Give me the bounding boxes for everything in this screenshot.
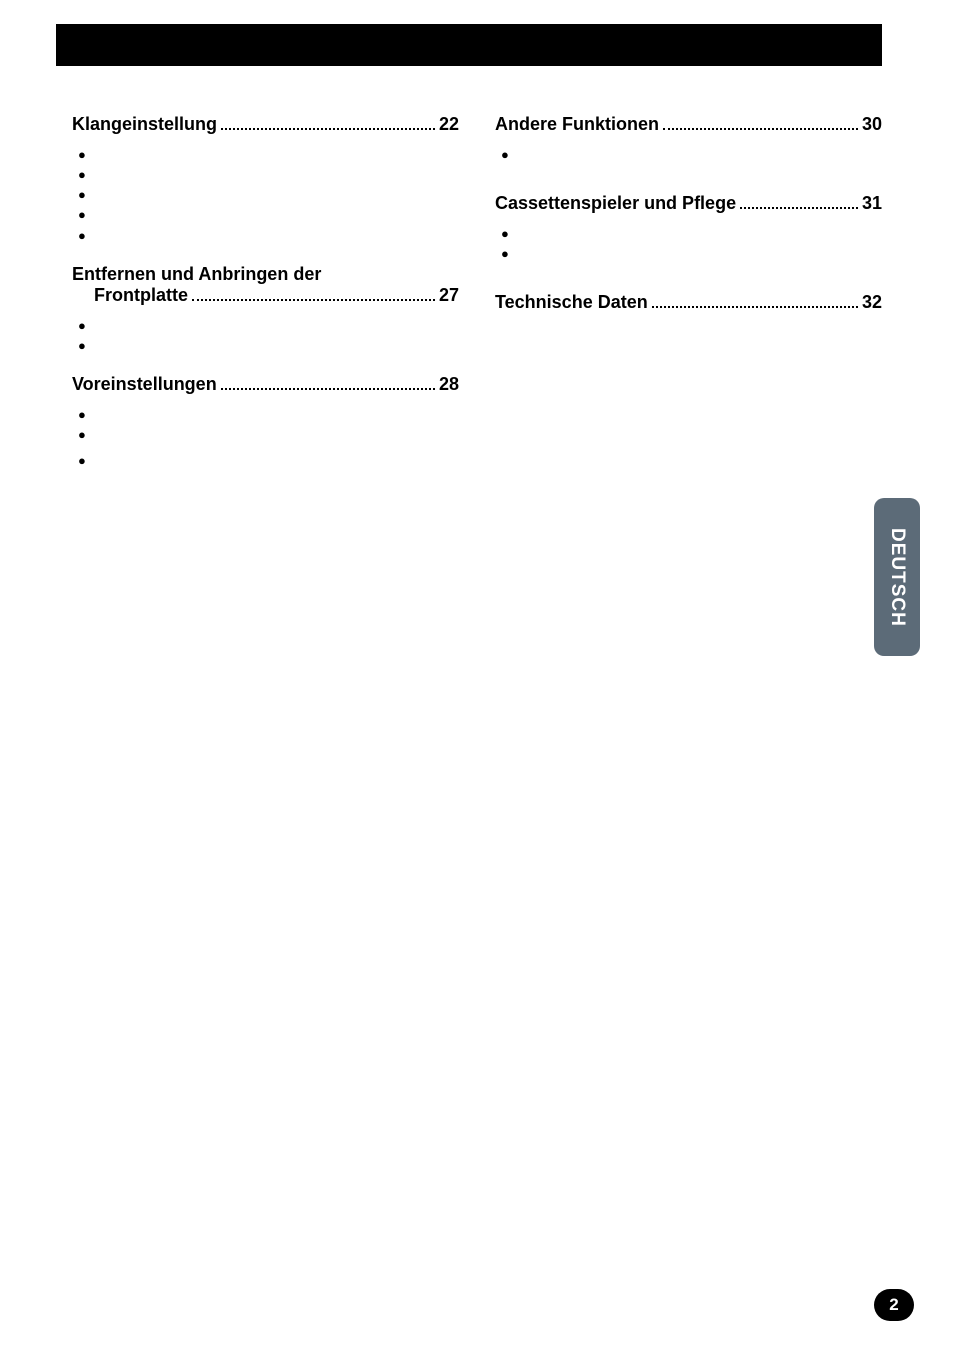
bullet-icon: ● <box>78 316 86 336</box>
toc-heading-page: 32 <box>862 292 882 313</box>
page-number-badge: 2 <box>874 1289 914 1321</box>
toc-bullet: ● <box>495 224 882 244</box>
toc-bullet: ● <box>72 336 459 356</box>
toc-content: Klangeinstellung 22 ● ● ● ● ● Entfernen … <box>72 96 882 471</box>
toc-dots <box>192 299 435 301</box>
language-tab-label: DEUTSCH <box>886 528 908 627</box>
toc-bullet: ● <box>72 226 459 246</box>
toc-heading-line2: Frontplatte 27 <box>72 285 459 306</box>
toc-heading-label: Andere Funktionen <box>495 114 659 135</box>
toc-heading-line1: Entfernen und Anbringen der <box>72 264 459 285</box>
toc-dots <box>221 128 435 130</box>
toc-heading-label: Voreinstellungen <box>72 374 217 395</box>
toc-bullet: ● <box>72 185 459 205</box>
header-bar-notch <box>56 24 72 66</box>
bullet-icon: ● <box>501 224 509 244</box>
toc-heading: Andere Funktionen 30 <box>495 114 882 135</box>
toc-heading: Klangeinstellung 22 <box>72 114 459 135</box>
toc-heading-page: 30 <box>862 114 882 135</box>
toc-dots <box>652 306 858 308</box>
bullet-icon: ● <box>78 205 86 225</box>
toc-heading-label: Klangeinstellung <box>72 114 217 135</box>
toc-heading-page: 22 <box>439 114 459 135</box>
toc-heading: Technische Daten 32 <box>495 292 882 313</box>
toc-dots <box>740 207 858 209</box>
toc-dots <box>663 128 858 130</box>
bullet-icon: ● <box>78 336 86 356</box>
bullet-icon: ● <box>78 165 86 185</box>
toc-bullet: ● <box>72 145 459 165</box>
toc-heading-label: Technische Daten <box>495 292 648 313</box>
toc-heading: Voreinstellungen 28 <box>72 374 459 395</box>
bullet-icon: ● <box>78 145 86 165</box>
bullet-icon: ● <box>78 451 86 471</box>
page-number: 2 <box>889 1295 898 1315</box>
bullet-icon: ● <box>78 405 86 425</box>
bullet-icon: ● <box>501 145 509 165</box>
bullet-icon: ● <box>78 185 86 205</box>
bullet-icon: ● <box>501 244 509 264</box>
toc-heading-page: 27 <box>439 285 459 306</box>
toc-dots <box>221 388 435 390</box>
toc-heading-page: 31 <box>862 193 882 214</box>
toc-left-column: Klangeinstellung 22 ● ● ● ● ● Entfernen … <box>72 96 459 471</box>
language-tab: DEUTSCH <box>874 498 920 656</box>
toc-bullet: ● <box>72 205 459 225</box>
bullet-icon: ● <box>78 425 86 445</box>
toc-bullet: ● <box>72 405 459 425</box>
toc-bullet: ● <box>72 425 459 445</box>
toc-heading-label: Cassettenspieler und Pflege <box>495 193 736 214</box>
toc-right-column: Andere Funktionen 30 ● Cassettenspieler … <box>495 96 882 471</box>
toc-bullet: ● <box>495 145 882 165</box>
toc-bullet: ● <box>495 244 882 264</box>
toc-heading-label: Frontplatte <box>94 285 188 306</box>
bullet-icon: ● <box>78 226 86 246</box>
toc-bullet: ● <box>72 316 459 336</box>
toc-bullet: ● <box>72 451 459 471</box>
toc-heading-page: 28 <box>439 374 459 395</box>
toc-bullet: ● <box>72 165 459 185</box>
toc-heading: Cassettenspieler und Pflege 31 <box>495 193 882 214</box>
header-bar <box>72 24 882 66</box>
